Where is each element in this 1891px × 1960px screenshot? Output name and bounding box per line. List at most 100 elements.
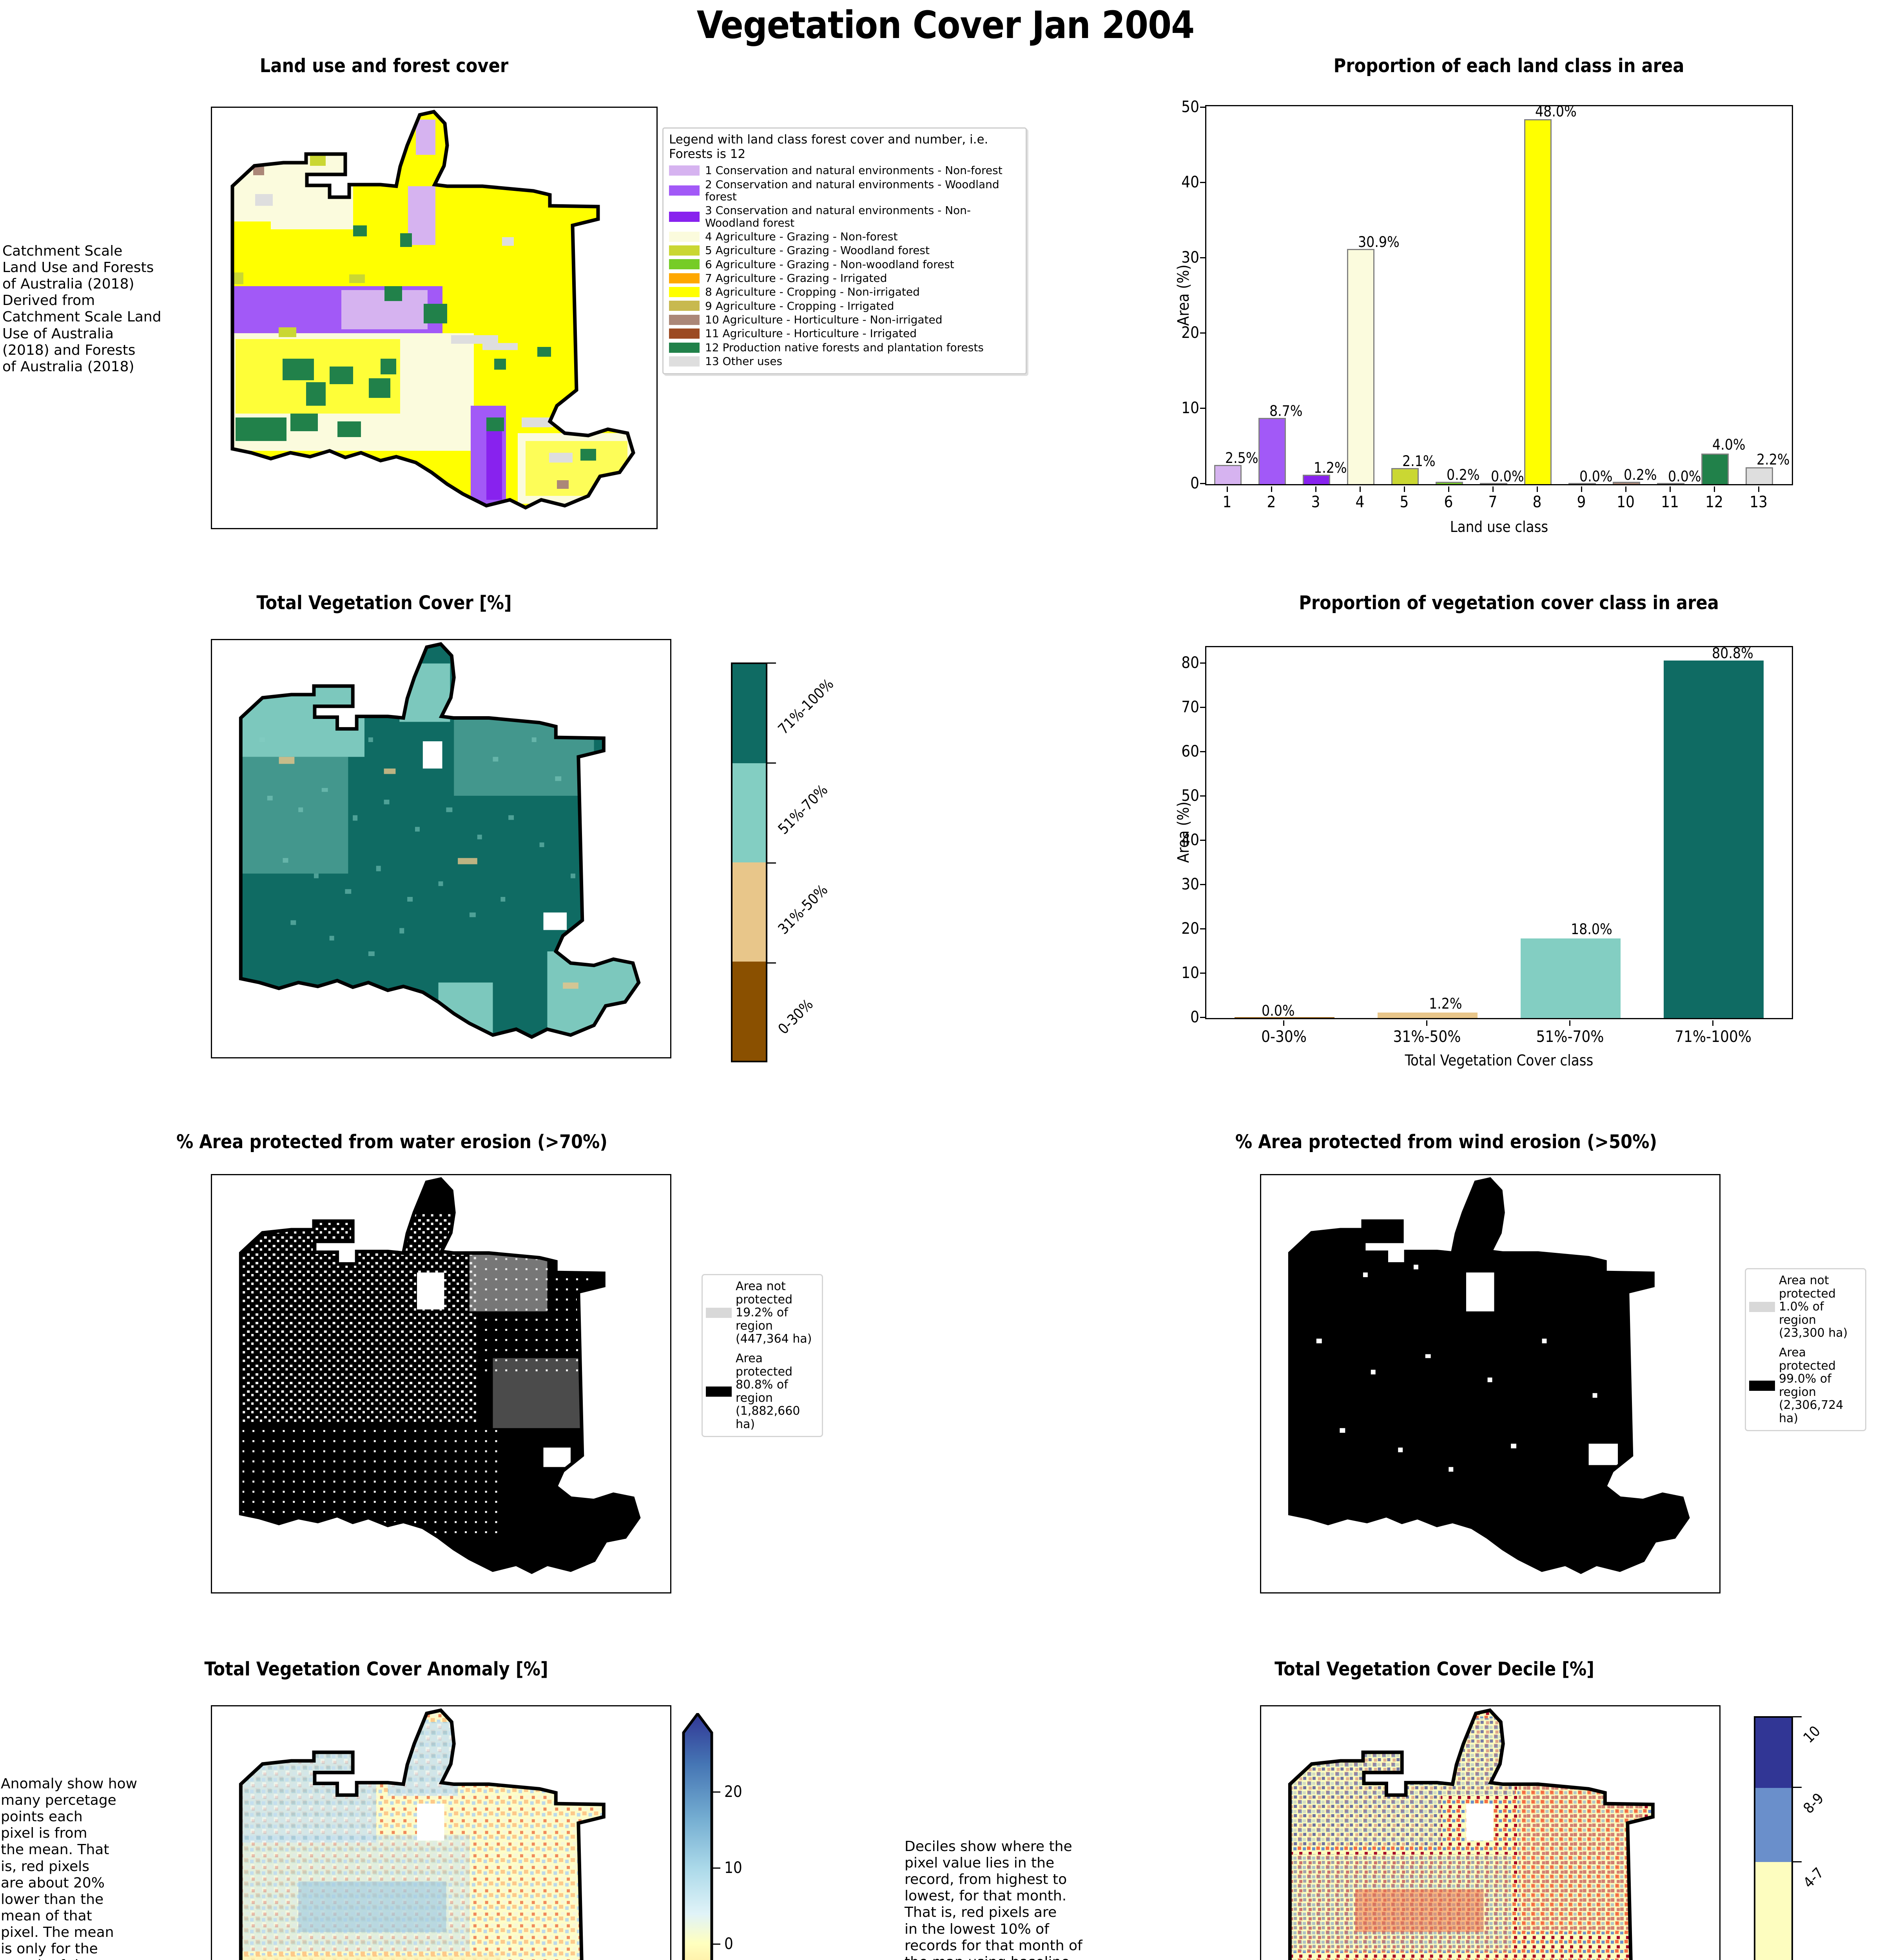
decile-colorbar	[1754, 1716, 1793, 1960]
bar-1[interactable]	[1214, 465, 1242, 484]
not-protected-swatch	[706, 1307, 732, 1318]
chart1-plot-area: 2.5% 8.7% 1.2% 30.9% 2.1% 0.2% 0.0% 48.0…	[1205, 103, 1793, 485]
veg-cover-map[interactable]	[211, 639, 671, 1058]
veg-cbar-label-31-50: 31%-50%	[774, 881, 831, 938]
veg-bar-0-30[interactable]	[1235, 1017, 1334, 1018]
bar-10[interactable]	[1613, 482, 1640, 484]
chart2-y-tick: 20	[1181, 920, 1199, 938]
chart2-y-tick: 50	[1181, 787, 1199, 805]
legend-label-1: 1 Conservation and natural environments …	[705, 164, 1003, 177]
land-use-legend: Legend with land class forest cover and …	[662, 127, 1027, 374]
bar-value-1: 2.5%	[1225, 450, 1258, 466]
legend-swatch-7	[669, 273, 700, 283]
legend-label-13: 13 Other uses	[705, 355, 783, 368]
chart2-y-tick: 70	[1181, 698, 1199, 716]
bar-7[interactable]	[1480, 483, 1507, 484]
bar-2[interactable]	[1258, 418, 1286, 484]
chart1-x-label: 6	[1444, 493, 1453, 511]
bar-value-10: 0.2%	[1624, 466, 1657, 483]
chart1-x-label: 4	[1355, 493, 1365, 511]
chart2-y-tick: 0	[1190, 1008, 1199, 1026]
legend-label-10: 10 Agriculture - Horticulture - Non-irri…	[705, 313, 943, 327]
bar-11[interactable]	[1657, 483, 1684, 484]
bar-3[interactable]	[1303, 475, 1330, 484]
legend-swatch-11	[669, 328, 700, 339]
chart1-x-label: 7	[1488, 493, 1498, 511]
anomaly-map[interactable]	[211, 1705, 671, 1960]
bar-value-4: 30.9%	[1358, 234, 1400, 250]
wind-erosion-map[interactable]	[1260, 1174, 1721, 1593]
legend-item: 2 Conservation and natural environments …	[669, 178, 1020, 203]
wind-erosion-legend: Area not protected 1.0% of region (23,30…	[1745, 1268, 1866, 1431]
not-protected-swatch	[1749, 1301, 1775, 1312]
bar-value-11: 0.0%	[1668, 468, 1701, 485]
water-erosion-map[interactable]	[211, 1174, 671, 1593]
legend-item: 11 Agriculture - Horticulture - Irrigate…	[669, 327, 1020, 340]
veg-bar-value-31-50: 1.2%	[1429, 995, 1462, 1012]
wind-erosion-legend-row-protected: Area protected 99.0% of region (2,306,72…	[1749, 1346, 1861, 1425]
veg-colorbar-ticks	[767, 662, 783, 1062]
legend-item: 9 Agriculture - Cropping - Irrigated	[669, 299, 1020, 312]
anomaly-colorbar-gradient	[682, 1711, 713, 1960]
bar-12[interactable]	[1701, 454, 1729, 484]
wind-erosion-legend-row-not-protected: Area not protected 1.0% of region (23,30…	[1749, 1274, 1861, 1340]
chart1-x-label: 5	[1400, 493, 1409, 511]
bar-4[interactable]	[1347, 249, 1374, 484]
decile-map[interactable]	[1260, 1705, 1721, 1960]
decile-title: Total Vegetation Cover Decile [%]	[1275, 1658, 1594, 1680]
land-class-chart[interactable]: Area (%) 50 40 30 20 10 0 2.5% 8.7% 1.2%…	[1175, 98, 1842, 568]
veg-cover-chart-title: Proportion of vegetation cover class in …	[1299, 592, 1719, 614]
chart1-x-label: 2	[1267, 493, 1276, 511]
bar-value-3: 1.2%	[1314, 459, 1347, 476]
chart1-x-label: 1	[1222, 493, 1232, 511]
bar-5[interactable]	[1391, 468, 1419, 484]
bar-value-8: 48.0%	[1535, 103, 1577, 120]
decile-caption: Deciles show where the pixel value lies …	[905, 1838, 1082, 1960]
bar-13[interactable]	[1746, 467, 1773, 484]
cbar-seg-71-100	[732, 664, 766, 763]
anomaly-tick-20: 20	[724, 1783, 742, 1801]
chart1-y-tick: 0	[1190, 474, 1199, 492]
protected-label: Area protected 80.8% of region (1,882,66…	[736, 1351, 800, 1431]
chart1-y-tick: 10	[1181, 399, 1199, 417]
page-title: Vegetation Cover Jan 2004	[696, 3, 1195, 47]
bar-6[interactable]	[1436, 482, 1463, 484]
wind-erosion-map-image	[1288, 1177, 1690, 1574]
not-protected-label: Area not protected 1.0% of region (23,30…	[1779, 1274, 1848, 1340]
legend-swatch-6	[669, 259, 700, 270]
chart2-y-tick: 60	[1181, 742, 1199, 760]
land-use-map-image	[230, 110, 635, 510]
legend-label-12: 12 Production native forests and plantat…	[705, 341, 984, 354]
chart1-x-label: 9	[1577, 493, 1586, 511]
legend-label-11: 11 Agriculture - Horticulture - Irrigate…	[705, 327, 917, 340]
land-use-source-caption: Catchment Scale Land Use and Forests of …	[2, 243, 161, 375]
land-use-map[interactable]	[211, 107, 658, 529]
veg-bar-value-0-30: 0.0%	[1262, 1002, 1295, 1019]
veg-bar-51-70[interactable]	[1521, 938, 1621, 1018]
legend-label-7: 7 Agriculture - Grazing - Irrigated	[705, 272, 887, 285]
bar-value-13: 2.2%	[1757, 451, 1790, 468]
chart2-x-axis-title: Total Vegetation Cover class	[1405, 1052, 1594, 1069]
veg-cover-map-title: Total Vegetation Cover [%]	[256, 592, 512, 614]
bar-value-12: 4.0%	[1712, 436, 1746, 453]
legend-swatch-12	[669, 342, 700, 353]
legend-item: 3 Conservation and natural environments …	[669, 204, 1020, 229]
land-use-map-title: Land use and forest cover	[259, 55, 509, 77]
bar-value-7: 0.0%	[1491, 468, 1524, 485]
veg-bar-71-100[interactable]	[1664, 661, 1764, 1018]
bar-9[interactable]	[1568, 483, 1596, 484]
legend-item: 13 Other uses	[669, 355, 1020, 368]
veg-cover-chart[interactable]: Area (%) 80 70 60 50 40 30 20 10 0 0.0% …	[1175, 639, 1842, 1109]
chart2-y-tick: 30	[1181, 875, 1199, 893]
chart2-y-tick: 10	[1181, 964, 1199, 982]
veg-cover-map-image	[239, 642, 641, 1039]
veg-bar-31-50[interactable]	[1378, 1013, 1478, 1018]
legend-swatch-5	[669, 245, 700, 256]
bar-8[interactable]	[1524, 119, 1552, 484]
chart1-x-label: 12	[1705, 493, 1723, 511]
chart2-x-label: 0-30%	[1261, 1028, 1307, 1046]
legend-item: 5 Agriculture - Grazing - Woodland fores…	[669, 244, 1020, 257]
cbar-seg-31-50	[732, 862, 766, 962]
legend-label-4: 4 Agriculture - Grazing - Non-forest	[705, 230, 898, 243]
legend-item: 12 Production native forests and plantat…	[669, 341, 1020, 354]
